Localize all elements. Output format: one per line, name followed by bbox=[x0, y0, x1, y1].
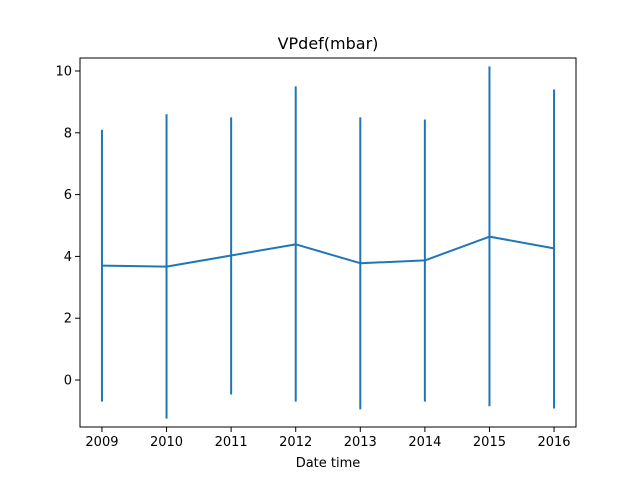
data-point-2011 bbox=[230, 254, 232, 257]
y-tick-label: 0 bbox=[64, 374, 72, 389]
mean-line bbox=[101, 235, 555, 268]
y-tick-label: 8 bbox=[64, 126, 72, 141]
x-axis-label: Date time bbox=[296, 456, 361, 471]
data-point-2012 bbox=[294, 243, 297, 246]
x-tick-label: 2009 bbox=[85, 435, 118, 450]
data-point-2014 bbox=[424, 259, 426, 262]
data-point-2016 bbox=[553, 247, 555, 250]
plot-layer bbox=[100, 66, 556, 419]
y-tick-label: 2 bbox=[64, 312, 72, 327]
x-tick-label: 2014 bbox=[408, 435, 441, 450]
y-axis-ticks: 0 2 4 6 8 10 bbox=[55, 64, 80, 389]
data-point-2015 bbox=[488, 235, 491, 238]
x-tick-label: 2012 bbox=[279, 435, 312, 450]
x-tick-label: 2016 bbox=[537, 435, 570, 450]
y-tick-label: 10 bbox=[55, 64, 72, 79]
x-tick-label: 2015 bbox=[473, 435, 506, 450]
x-tick-label: 2010 bbox=[150, 435, 183, 450]
y-tick-label: 4 bbox=[64, 250, 72, 265]
plot-frame bbox=[79, 57, 577, 428]
x-axis-ticks: 2009 2010 2011 2012 2013 2014 2015 2016 bbox=[85, 427, 571, 450]
x-tick-label: 2011 bbox=[215, 435, 248, 450]
data-point-2013 bbox=[359, 262, 362, 265]
x-tick-label: 2013 bbox=[344, 435, 377, 450]
data-point-2009 bbox=[101, 264, 103, 267]
data-point-2010 bbox=[165, 265, 168, 268]
chart-title: VPdef(mbar) bbox=[278, 34, 379, 53]
y-tick-label: 6 bbox=[64, 188, 72, 203]
